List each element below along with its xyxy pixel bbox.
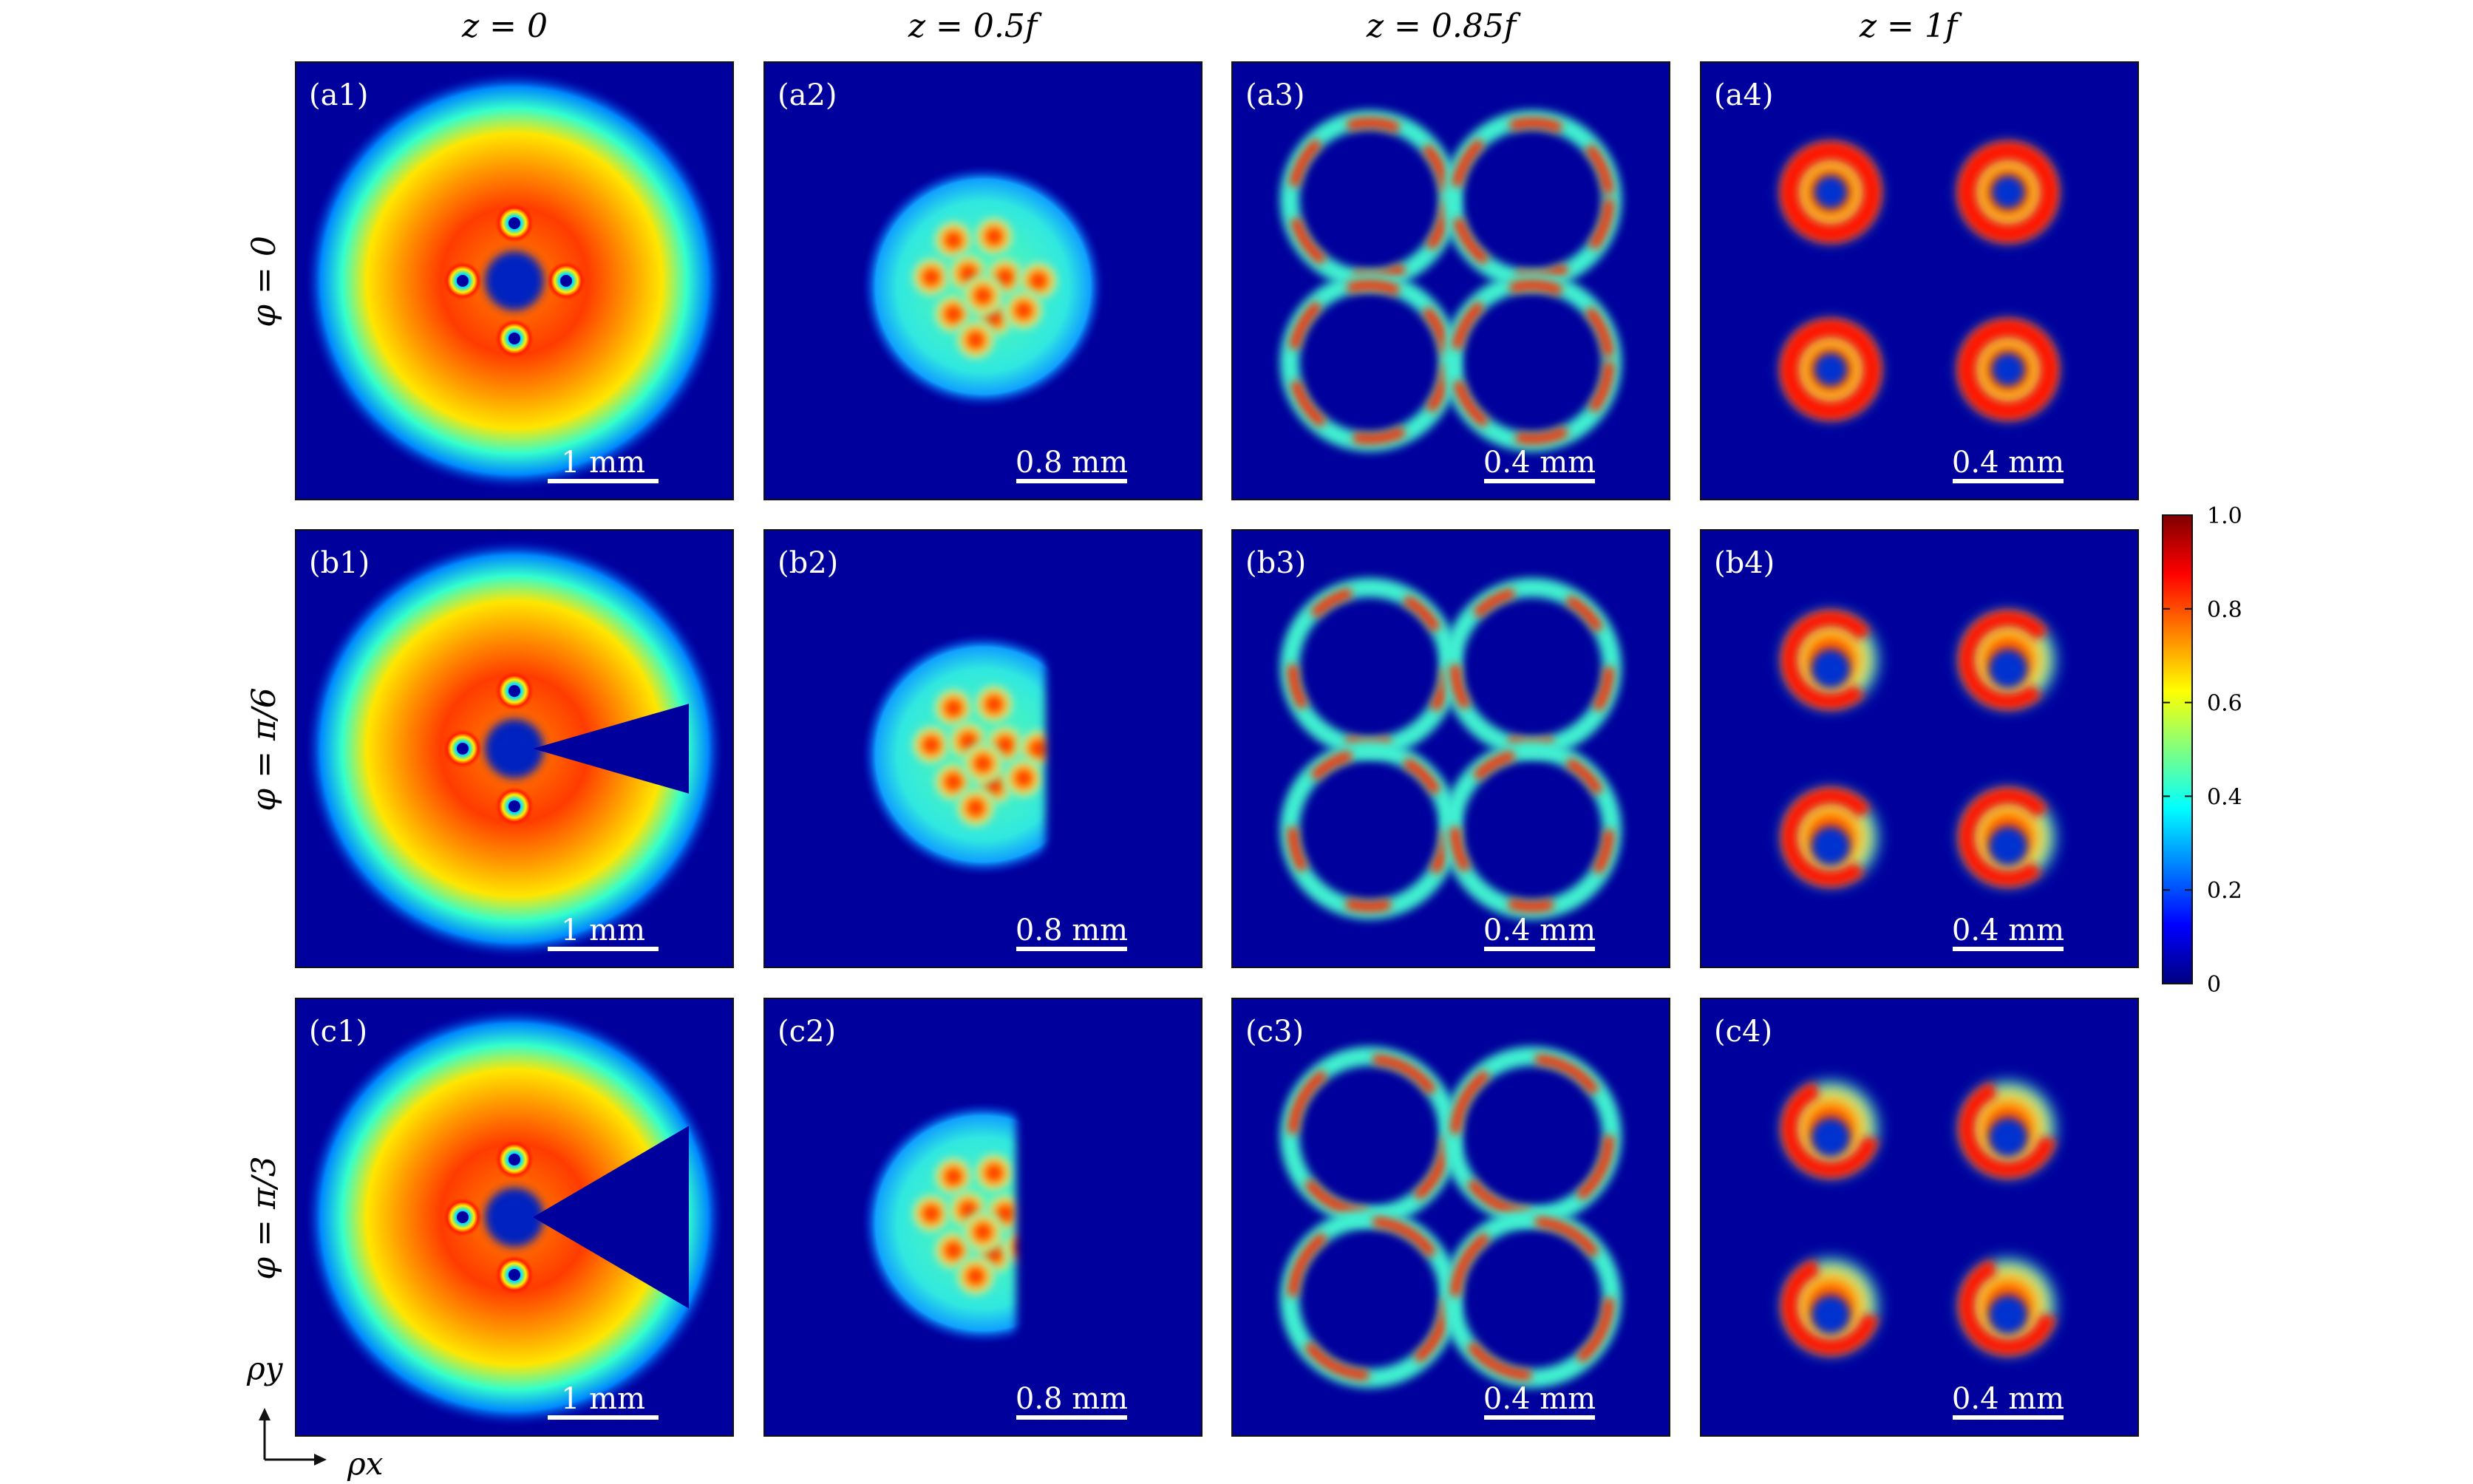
column-title-4: z = 1f bbox=[1859, 7, 1962, 45]
column-title-3: z = 0.85f bbox=[1366, 7, 1521, 45]
panel-tag: (a1) bbox=[309, 78, 369, 112]
panel-tag: (a2) bbox=[778, 78, 837, 112]
scale-bar bbox=[548, 479, 659, 483]
colorbar-bar bbox=[2162, 514, 2193, 984]
axis-label-y: ρy bbox=[246, 1350, 284, 1386]
panel-a4: (a4) 0.4 mm bbox=[1700, 61, 2139, 500]
panel-tag: (b4) bbox=[1714, 546, 1775, 580]
scale-bar-label: 1 mm bbox=[561, 1382, 645, 1416]
scale-bar-label: 0.4 mm bbox=[1952, 1382, 2064, 1416]
panel-tag: (c2) bbox=[778, 1015, 836, 1049]
scale-bar-label: 0.4 mm bbox=[1483, 913, 1596, 947]
panel-c3: (c3) 0.4 mm bbox=[1231, 998, 1670, 1437]
colorbar: 0 0.2 0.4 0.6 0.8 1.0 bbox=[2162, 503, 2242, 998]
scale-bar-label: 0.4 mm bbox=[1483, 1382, 1596, 1416]
column-title-1: z = 0 bbox=[461, 7, 548, 45]
panel-tag: (a4) bbox=[1714, 78, 1774, 112]
panel-b3: (b3) 0.4 mm bbox=[1231, 529, 1670, 968]
colorbar-tick-label: 0 bbox=[2207, 972, 2221, 998]
panel-c4: (c4) 0.4 mm bbox=[1700, 998, 2139, 1437]
scale-bar bbox=[1484, 947, 1595, 951]
scale-bar bbox=[1484, 479, 1595, 483]
scale-bar bbox=[1953, 947, 2064, 951]
panel-c1: (c1) 1 mm bbox=[295, 998, 734, 1437]
scale-bar-label: 1 mm bbox=[561, 446, 645, 480]
row-title-2: φ = π/6 bbox=[245, 687, 283, 811]
scale-bar-label: 0.4 mm bbox=[1952, 446, 2064, 480]
panel-c2: (c2) 0.8 mm bbox=[763, 998, 1203, 1437]
scale-bar bbox=[548, 1415, 659, 1420]
panel-a2: (a2) 0.8 mm bbox=[763, 61, 1203, 500]
scale-bar bbox=[1953, 1415, 2064, 1420]
colorbar-tick-label: 0.2 bbox=[2207, 878, 2242, 904]
scale-bar-label: 0.8 mm bbox=[1016, 913, 1128, 947]
scale-bar-label: 0.4 mm bbox=[1952, 913, 2064, 947]
panel-b2: (b2) 0.8 mm bbox=[763, 529, 1203, 968]
scale-bar bbox=[1016, 947, 1127, 951]
panel-tag: (b1) bbox=[309, 546, 370, 580]
axis-label-x: ρx bbox=[347, 1446, 384, 1482]
axis-indicator bbox=[259, 1408, 327, 1466]
panel-a1: (a1) 1 mm bbox=[295, 61, 734, 500]
panel-b1: (b1) 1 mm bbox=[295, 529, 734, 968]
panel-b4: (b4) 0.4 mm bbox=[1700, 529, 2139, 968]
scale-bar bbox=[1016, 1415, 1127, 1420]
panel-tag: (b2) bbox=[778, 546, 838, 580]
panel-tag: (b3) bbox=[1245, 546, 1306, 580]
panel-tag: (c1) bbox=[309, 1015, 367, 1049]
row-title-3: φ = π/3 bbox=[245, 1156, 283, 1279]
scale-bar-label: 0.8 mm bbox=[1016, 1382, 1128, 1416]
scale-bar bbox=[1016, 479, 1127, 483]
panel-tag: (c4) bbox=[1714, 1015, 1772, 1049]
panel-a3: (a3) 0.4 mm bbox=[1231, 61, 1670, 500]
colorbar-tick-label: 0.8 bbox=[2207, 597, 2242, 623]
scale-bar-label: 1 mm bbox=[561, 913, 645, 947]
colorbar-tick-label: 0.6 bbox=[2207, 691, 2242, 717]
column-title-2: z = 0.5f bbox=[908, 7, 1042, 45]
colorbar-tick-label: 1.0 bbox=[2207, 503, 2242, 529]
scale-bar-label: 0.4 mm bbox=[1483, 446, 1596, 480]
row-title-1: φ = 0 bbox=[245, 236, 283, 327]
panel-tag: (c3) bbox=[1245, 1015, 1304, 1049]
scale-bar bbox=[1484, 1415, 1595, 1420]
colorbar-tick-label: 0.4 bbox=[2207, 784, 2242, 810]
panel-tag: (a3) bbox=[1245, 78, 1305, 112]
scale-bar bbox=[1953, 479, 2064, 483]
scale-bar-label: 0.8 mm bbox=[1016, 446, 1128, 480]
scale-bar bbox=[548, 947, 659, 951]
